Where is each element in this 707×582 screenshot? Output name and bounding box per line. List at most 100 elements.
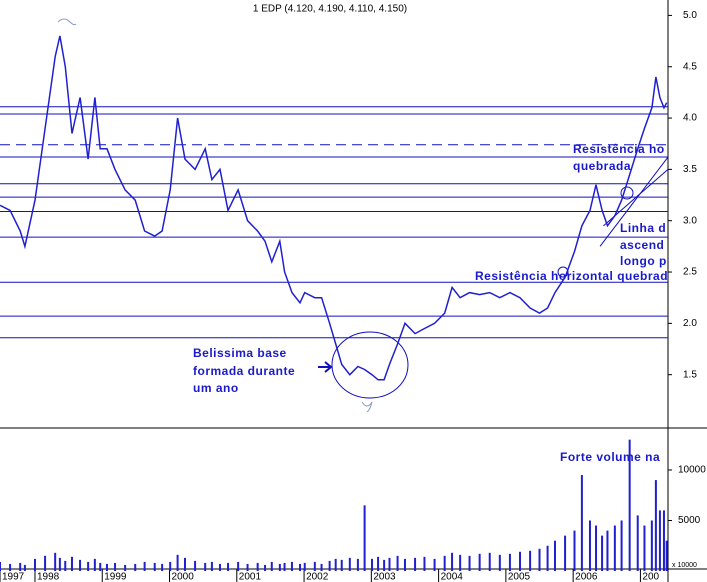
- volume-bar: [613, 525, 616, 571]
- y-tick-label: 5.0: [683, 10, 697, 21]
- volume-bar: [64, 560, 67, 571]
- y-tick-label: 2.5: [683, 267, 697, 278]
- volume-bar: [620, 520, 623, 571]
- volume-bar: [383, 559, 386, 571]
- break-circle: [557, 266, 569, 278]
- volume-bar: [340, 559, 343, 571]
- volume-bar: [363, 505, 366, 571]
- volume-bar: [99, 562, 102, 571]
- volume-bar: [498, 554, 501, 571]
- x-tick-label: 2000: [172, 572, 195, 582]
- volume-bar: [573, 530, 576, 571]
- volume-bar: [283, 562, 286, 571]
- volume-bar: [654, 480, 657, 571]
- y-tick-label: 1.5: [683, 369, 697, 380]
- volume-bar: [320, 563, 323, 571]
- volume-bar: [169, 561, 172, 571]
- volume-bar: [124, 564, 127, 571]
- volume-bar: [328, 560, 331, 571]
- volume-bar: [377, 556, 380, 571]
- volume-bar: [299, 563, 302, 571]
- annotation: quebrada: [573, 159, 631, 173]
- volume-bar: [153, 562, 156, 571]
- volume-bar: [595, 525, 598, 571]
- y-tick-label: 3.5: [683, 164, 697, 175]
- volume-bar: [204, 562, 207, 571]
- volume-bar: [423, 556, 426, 571]
- volume-bar: [334, 558, 337, 571]
- volume-bar: [256, 562, 259, 571]
- bear-icon: [361, 401, 373, 413]
- volume-bar: [508, 553, 511, 571]
- volume-bar: [606, 530, 609, 571]
- volume-bar: [356, 558, 359, 571]
- annotation: longo p: [620, 254, 667, 268]
- arrow: [318, 361, 333, 373]
- volume-bar: [70, 556, 73, 571]
- volume-bar: [313, 561, 316, 571]
- volume-bar: [636, 515, 639, 571]
- annotations: Belissima base formada durante um ano Re…: [193, 142, 668, 464]
- volume-bar: [564, 535, 567, 571]
- volume-bar: [303, 562, 306, 571]
- x-tick-label: 1999: [104, 572, 127, 582]
- volume-bar: [0, 561, 1, 571]
- annotation: Resistência horizontal quebrad: [475, 269, 668, 283]
- x-tick-label: 200: [642, 572, 659, 582]
- annotation: formada durante: [193, 364, 295, 378]
- x-tick-label: 2003: [373, 572, 396, 582]
- break-circle: [620, 186, 634, 200]
- volume-bar: [105, 563, 108, 571]
- annotation: Resistência ho: [573, 142, 665, 156]
- volume-bar: [264, 564, 267, 571]
- chart-title: 1 EDP (4.120, 4.190, 4.110, 4.150): [253, 4, 407, 15]
- volume-bar: [218, 563, 221, 571]
- volume-bar: [79, 559, 82, 571]
- volume-bar: [176, 554, 179, 571]
- volume-bar: [161, 563, 164, 571]
- x-tick-label: 1997: [2, 572, 25, 582]
- volume-bar: [194, 560, 197, 571]
- volume-bar: [246, 563, 249, 571]
- volume-bar: [658, 510, 661, 571]
- volume-unit: x 10000: [672, 562, 697, 569]
- bull-icon: [57, 18, 77, 26]
- volume-bar: [371, 558, 374, 571]
- volume-bar: [478, 553, 481, 571]
- volume-bar: [443, 555, 446, 571]
- volume-bar: [459, 554, 462, 571]
- volume-bar: [403, 558, 406, 571]
- volume-bar: [134, 563, 137, 571]
- volume-bar: [114, 562, 117, 571]
- volume-bar: [278, 563, 281, 571]
- volume-bar: [546, 545, 549, 571]
- volume-bar: [662, 510, 665, 571]
- volume-bar: [270, 561, 273, 571]
- volume-bar: [210, 561, 213, 571]
- volume-bar: [414, 557, 417, 571]
- y-tick-label: 2.0: [683, 318, 697, 329]
- y-tick-label: 4.5: [683, 61, 697, 72]
- volume-bar: [643, 525, 646, 571]
- volume-bar: [538, 548, 541, 571]
- volume-bar: [628, 439, 631, 571]
- volume-bar: [183, 557, 186, 571]
- volume-bar: [519, 551, 522, 571]
- y-tick-label: 3.0: [683, 215, 697, 226]
- volume-bar: [33, 558, 36, 571]
- y2-tick-label: 5000: [678, 515, 701, 526]
- annotation: Linha d: [620, 221, 666, 235]
- volume-bar: [553, 540, 556, 571]
- volume-bar: [580, 475, 583, 571]
- y2-tick-label: 10000: [678, 465, 706, 476]
- volume-bar: [529, 550, 532, 571]
- volume-bar: [54, 552, 57, 571]
- price-line: [0, 35, 668, 381]
- volume-bar: [433, 558, 436, 571]
- volume-bar: [87, 561, 90, 571]
- annotation: Forte volume na: [560, 450, 660, 464]
- volume-bar: [468, 555, 471, 571]
- volume-bar: [396, 555, 399, 571]
